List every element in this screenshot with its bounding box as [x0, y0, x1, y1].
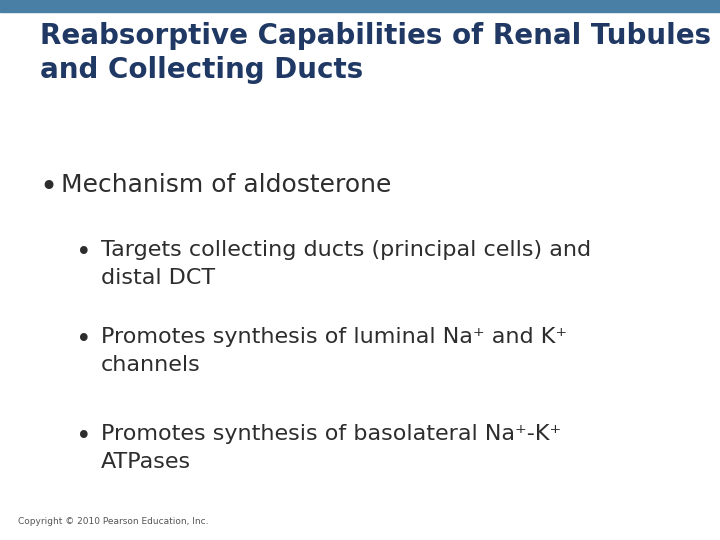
- Text: Promotes synthesis of basolateral Na⁺-K⁺
ATPases: Promotes synthesis of basolateral Na⁺-K⁺…: [101, 424, 561, 472]
- Text: •: •: [76, 240, 91, 266]
- Text: Promotes synthesis of luminal Na⁺ and K⁺
channels: Promotes synthesis of luminal Na⁺ and K⁺…: [101, 327, 567, 375]
- Text: Targets collecting ducts (principal cells) and
distal DCT: Targets collecting ducts (principal cell…: [101, 240, 591, 288]
- Text: •: •: [76, 327, 91, 353]
- Text: Mechanism of aldosterone: Mechanism of aldosterone: [61, 173, 392, 197]
- Bar: [0, 0, 720, 12]
- Text: •: •: [76, 424, 91, 450]
- Text: Reabsorptive Capabilities of Renal Tubules
and Collecting Ducts: Reabsorptive Capabilities of Renal Tubul…: [40, 22, 711, 84]
- Text: •: •: [40, 173, 58, 202]
- Text: Copyright © 2010 Pearson Education, Inc.: Copyright © 2010 Pearson Education, Inc.: [18, 517, 209, 526]
